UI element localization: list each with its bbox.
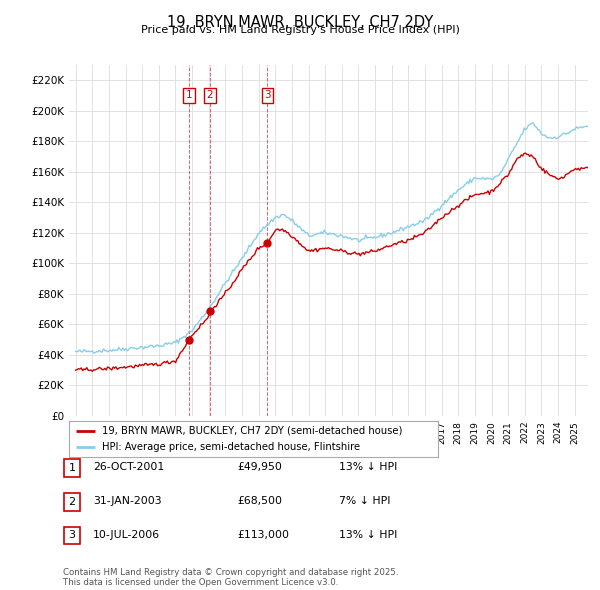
Text: £113,000: £113,000 [237,530,289,539]
Text: 2: 2 [68,497,76,507]
Text: 1: 1 [186,90,193,100]
Text: 3: 3 [264,90,271,100]
Text: 1: 1 [68,463,76,473]
Text: 19, BRYN MAWR, BUCKLEY, CH7 2DY (semi-detached house): 19, BRYN MAWR, BUCKLEY, CH7 2DY (semi-de… [102,425,403,435]
Text: Price paid vs. HM Land Registry's House Price Index (HPI): Price paid vs. HM Land Registry's House … [140,25,460,35]
Text: 2: 2 [207,90,214,100]
Text: 10-JUL-2006: 10-JUL-2006 [93,530,160,539]
Text: 3: 3 [68,530,76,540]
Text: £49,950: £49,950 [237,463,282,472]
Text: £68,500: £68,500 [237,496,282,506]
Text: 26-OCT-2001: 26-OCT-2001 [93,463,164,472]
Text: 13% ↓ HPI: 13% ↓ HPI [339,530,397,539]
Text: 31-JAN-2003: 31-JAN-2003 [93,496,161,506]
Text: Contains HM Land Registry data © Crown copyright and database right 2025.
This d: Contains HM Land Registry data © Crown c… [63,568,398,587]
Text: 13% ↓ HPI: 13% ↓ HPI [339,463,397,472]
Text: 7% ↓ HPI: 7% ↓ HPI [339,496,391,506]
Text: 19, BRYN MAWR, BUCKLEY, CH7 2DY: 19, BRYN MAWR, BUCKLEY, CH7 2DY [167,15,433,30]
Text: HPI: Average price, semi-detached house, Flintshire: HPI: Average price, semi-detached house,… [102,442,361,453]
